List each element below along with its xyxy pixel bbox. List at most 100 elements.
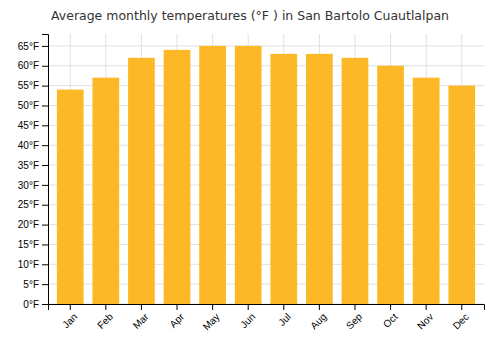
title: Average monthly temperatures (°F ) in Sa…	[51, 8, 449, 23]
x-tick: Jul	[276, 304, 293, 328]
y-tick: 45°F	[18, 120, 48, 131]
x-tick-mark	[390, 304, 391, 310]
y-tick-label: 0°F	[23, 299, 39, 310]
y-tick-mark	[42, 244, 48, 245]
y-tick: 25°F	[18, 199, 48, 210]
bar	[57, 90, 84, 304]
y-tick: 5°F	[23, 279, 48, 290]
y-tick-mark	[42, 205, 48, 206]
y-tick: 55°F	[18, 80, 48, 91]
bar	[306, 54, 333, 304]
y-tick-mark	[42, 105, 48, 106]
y-tick-mark	[42, 284, 48, 285]
x-tick-mark	[177, 304, 178, 310]
y-tick-mark	[42, 125, 48, 126]
x-tick-label: Sep	[344, 311, 365, 332]
y-tick-mark	[42, 66, 48, 67]
grid-line-y	[48, 45, 484, 46]
x-tick: Aug	[308, 304, 328, 331]
x-tick-label: Dec	[451, 311, 471, 331]
x-tick-label: Jan	[60, 311, 79, 330]
x-tick: Jun	[238, 304, 257, 330]
y-tick-mark	[42, 264, 48, 265]
y-tick: 35°F	[18, 160, 48, 171]
y-tick-label: 5°F	[23, 279, 39, 290]
x-tick: Apr	[167, 304, 186, 330]
y-tick-label: 55°F	[18, 80, 39, 91]
x-tick-label: May	[201, 311, 222, 332]
y-tick: 60°F	[18, 60, 48, 71]
x-tick-mark	[354, 304, 355, 310]
bar	[270, 54, 297, 304]
y-tick-label: 35°F	[18, 160, 39, 171]
y-tick: 10°F	[18, 259, 48, 270]
y-tick-label: 30°F	[18, 180, 39, 191]
x-axis: Jan Feb Mar Apr May Jun Jul Aug Sep Oct Nov Dec	[49, 304, 485, 332]
y-tick-label: 60°F	[18, 60, 39, 71]
x-tick-label: Nov	[415, 311, 435, 331]
x-tick: May	[201, 304, 222, 332]
y-tick-label: 45°F	[18, 120, 39, 131]
bar	[164, 50, 191, 304]
x-tick-label: Jun	[238, 311, 257, 330]
y-tick-mark	[42, 225, 48, 226]
x-tick-label: Jul	[276, 311, 293, 328]
x-tick-mark	[461, 304, 462, 310]
x-tick: Sep	[344, 304, 365, 331]
y-tick: 0°F	[23, 299, 48, 310]
x-tick-mark	[426, 304, 427, 310]
x-tick-label: Oct	[381, 311, 400, 330]
y-tick-label: 40°F	[18, 140, 39, 151]
x-tick-mark	[70, 304, 71, 310]
y-tick-label: 25°F	[18, 199, 39, 210]
bar	[199, 46, 226, 304]
y-axis: 0°F 5°F 10°F 15°F 20°F 25°F 30°F 35°F 40°F 45°F 50…	[18, 35, 49, 310]
x-axis-line	[49, 305, 485, 311]
bar	[342, 58, 369, 304]
x-tick: Oct	[381, 304, 400, 330]
bar	[128, 58, 155, 304]
y-tick: 65°F	[18, 41, 48, 52]
grid	[48, 34, 484, 304]
y-tick-label: 65°F	[18, 41, 39, 52]
x-tick: Feb	[95, 304, 115, 331]
y-tick-mark	[42, 86, 48, 87]
y-tick: 15°F	[18, 239, 48, 250]
y-tick-mark	[42, 304, 48, 305]
bar	[235, 46, 262, 304]
x-tick: Jan	[60, 304, 79, 330]
bar	[448, 86, 475, 304]
x-tick-label: Feb	[95, 311, 115, 331]
y-tick-mark	[42, 145, 48, 146]
y-axis-line	[42, 35, 49, 305]
y-tick-mark	[42, 165, 48, 166]
y-tick: 50°F	[18, 100, 48, 111]
chart: 0°F 5°F 10°F 15°F 20°F 25°F 30°F 35°F 40°F 45°F 50…	[0, 0, 500, 350]
y-tick-label: 50°F	[18, 100, 39, 111]
x-tick: Nov	[415, 304, 435, 331]
y-tick-label: 10°F	[18, 259, 39, 270]
x-tick-mark	[319, 304, 320, 310]
y-tick-mark	[42, 185, 48, 186]
y-tick-label: 20°F	[18, 219, 39, 230]
y-tick-mark	[42, 46, 48, 47]
y-tick: 20°F	[18, 219, 48, 230]
y-tick-label: 15°F	[18, 239, 39, 250]
y-tick: 30°F	[18, 180, 48, 191]
x-tick-mark	[212, 304, 213, 310]
x-tick-mark	[105, 304, 106, 310]
x-tick-label: Apr	[167, 311, 186, 330]
bar	[413, 78, 440, 304]
x-tick-mark	[283, 304, 284, 310]
x-tick: Mar	[131, 304, 151, 331]
bar	[377, 66, 404, 304]
bars	[57, 46, 475, 304]
x-tick: Dec	[451, 304, 471, 331]
grid-line-y	[48, 65, 484, 66]
x-tick-mark	[141, 304, 142, 310]
bar	[92, 78, 119, 304]
x-tick-label: Mar	[131, 311, 151, 331]
plot: 0°F 5°F 10°F 15°F 20°F 25°F 30°F 35°F 40°F 45°F 50…	[18, 34, 485, 332]
y-tick: 40°F	[18, 140, 48, 151]
x-tick-label: Aug	[308, 311, 328, 331]
